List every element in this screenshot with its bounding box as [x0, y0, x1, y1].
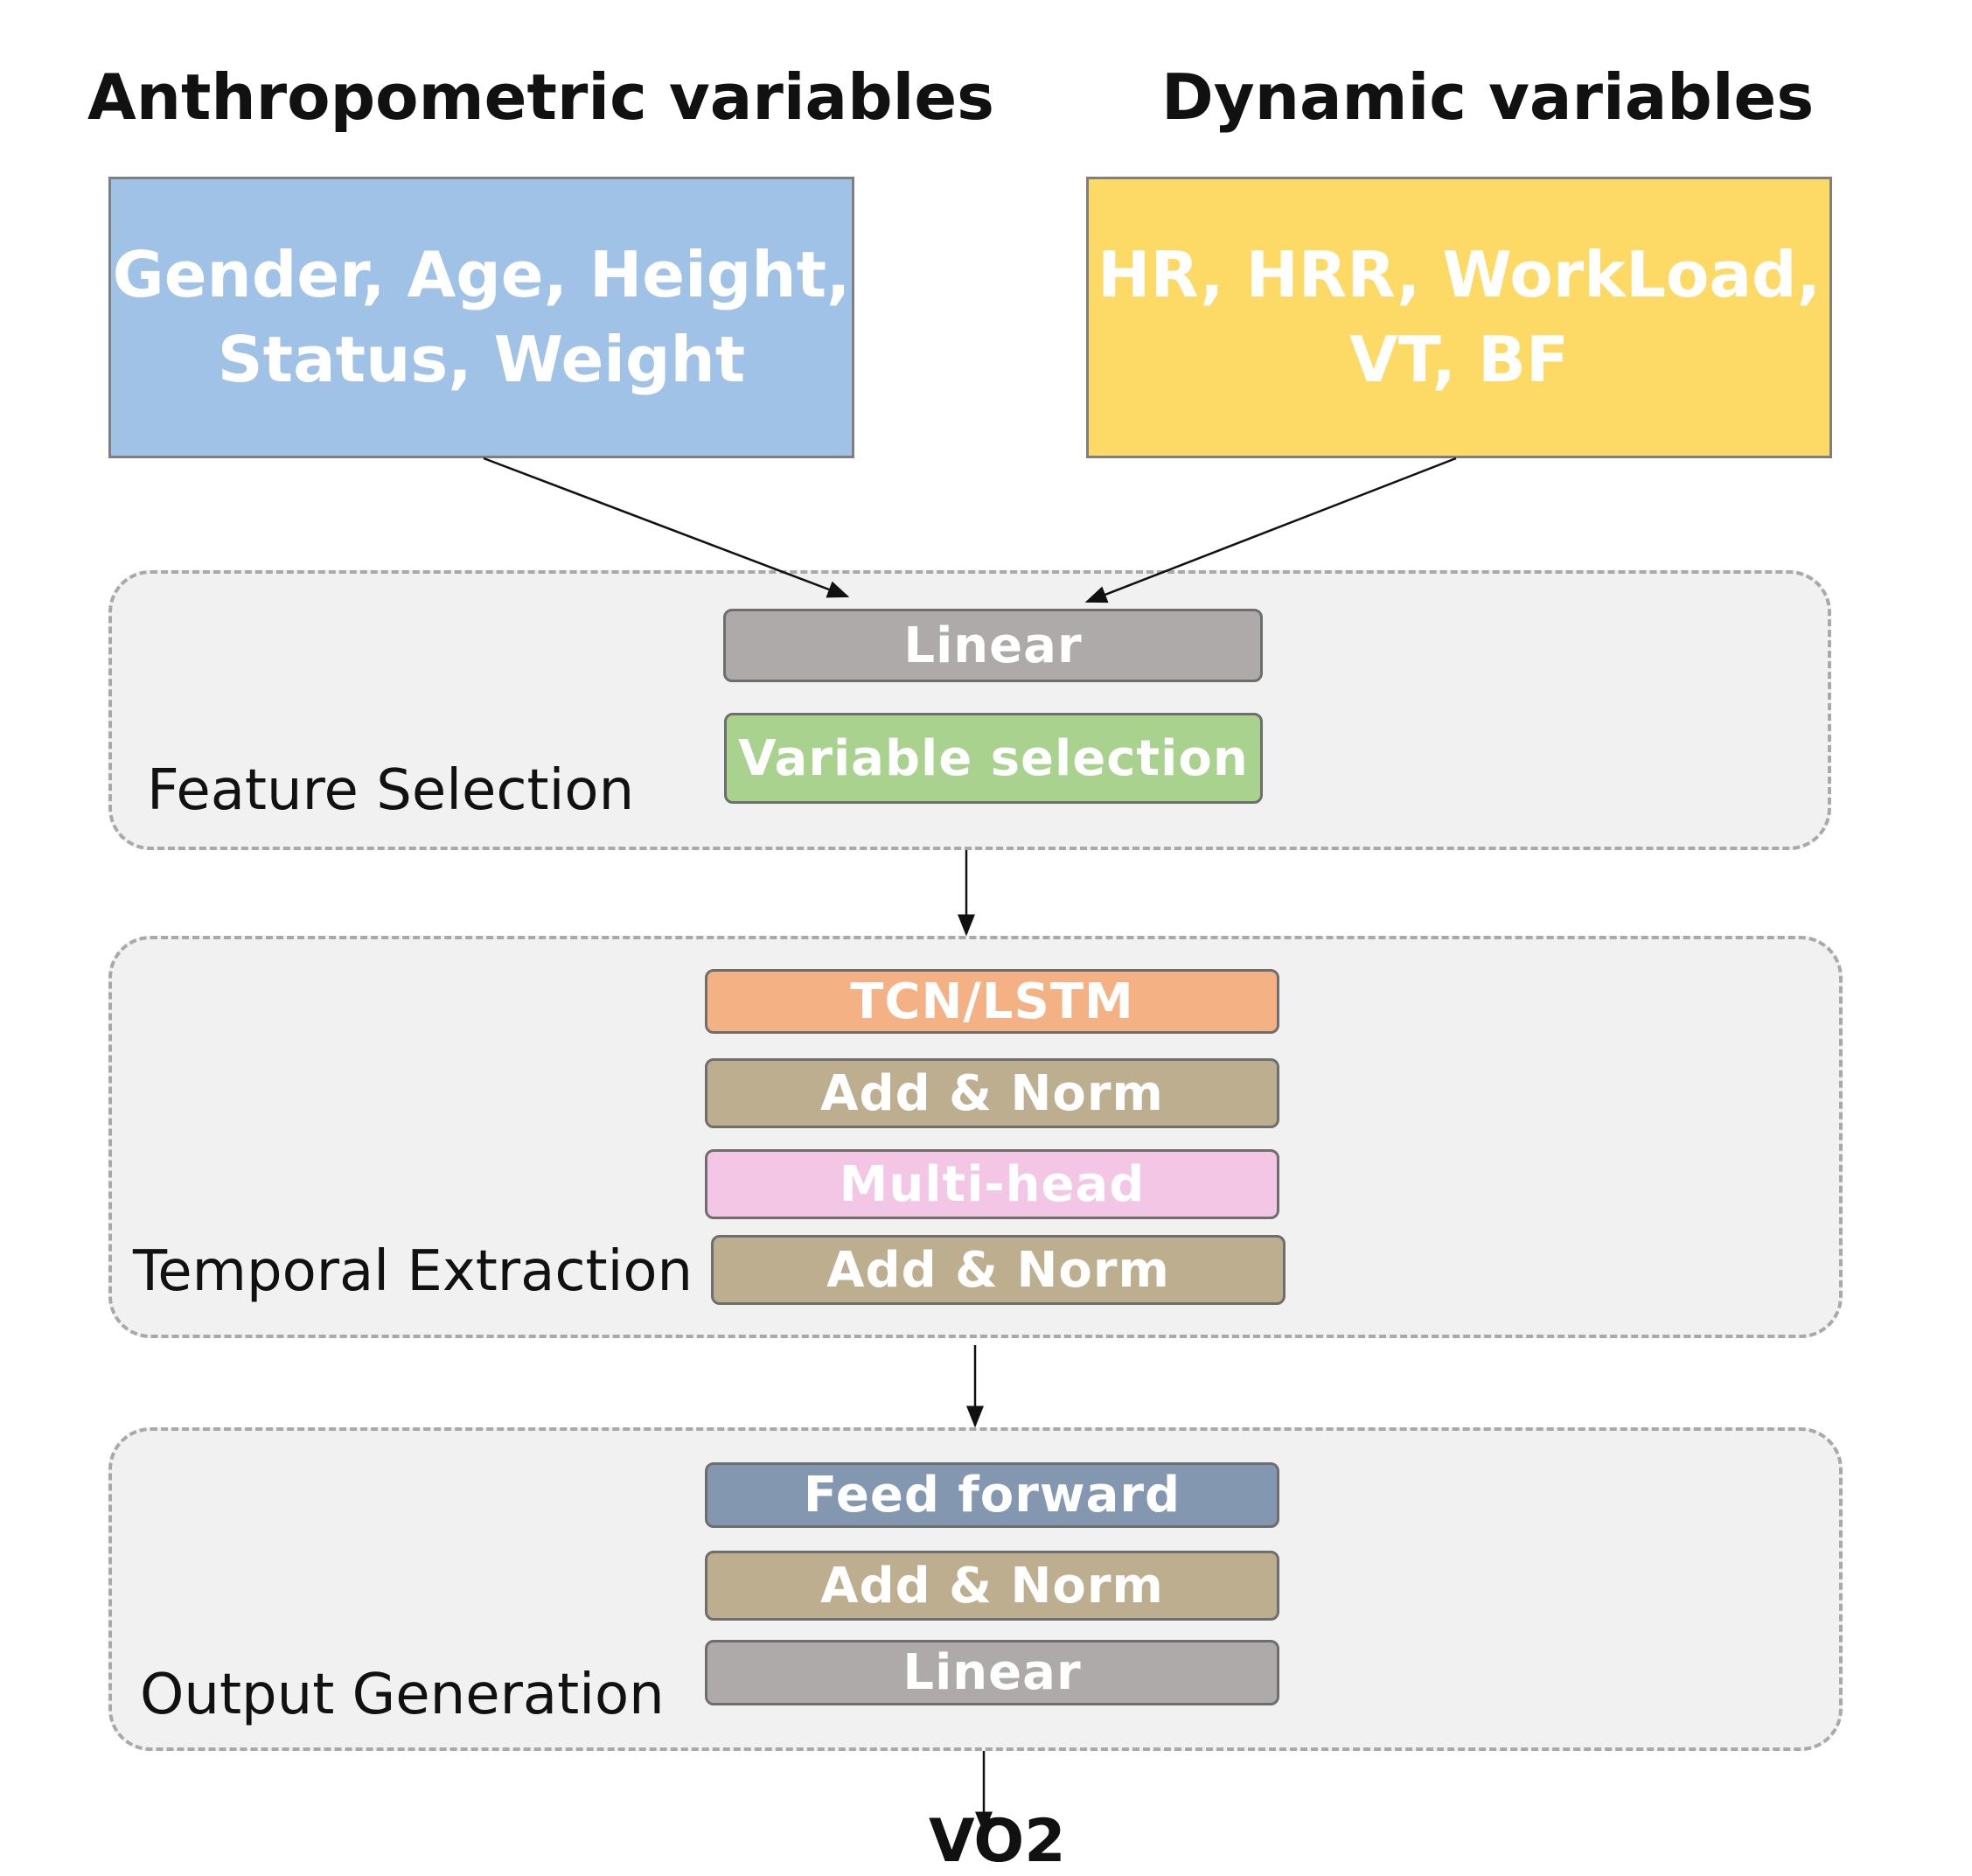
- temporal-extraction-label: Temporal Extraction: [133, 1239, 693, 1304]
- anthropometric-line-2: Status, Weight: [217, 323, 746, 396]
- add-norm-block-2: Add & Norm: [711, 1235, 1286, 1305]
- add-norm-block-3: Add & Norm: [705, 1551, 1279, 1621]
- dynamic-input-box: HR, HRR, WorkLoad, VT, BF: [1086, 177, 1832, 458]
- feed-forward-block: Feed forward: [705, 1462, 1279, 1528]
- multi-head-block: Multi-head: [705, 1149, 1279, 1219]
- variable-selection-block: Variable selection: [724, 713, 1263, 804]
- arrow-anthropometric-to-linear: [483, 457, 850, 598]
- add-norm-block-1: Add & Norm: [705, 1058, 1279, 1128]
- anthropometric-line-1: Gender, Age, Height,: [112, 237, 851, 311]
- feature-selection-label: Feature Selection: [147, 758, 635, 823]
- linear-block-1: Linear: [723, 609, 1263, 682]
- vo2-output-label: VO2: [929, 1807, 1066, 1876]
- anthropometric-input-box: Gender, Age, Height, Status, Weight: [108, 177, 854, 458]
- arrow-dynamic-to-linear: [1084, 457, 1457, 603]
- dynamic-line-1: HR, HRR, WorkLoad,: [1097, 237, 1821, 311]
- output-generation-label: Output Generation: [140, 1663, 665, 1727]
- dynamic-heading: Dynamic variables: [1161, 60, 1815, 134]
- anthropometric-heading: Anthropometric variables: [87, 60, 995, 134]
- linear-block-2: Linear: [705, 1640, 1279, 1705]
- dynamic-line-2: VT, BF: [1348, 323, 1570, 396]
- tcn-lstm-block: TCN/LSTM: [705, 969, 1279, 1034]
